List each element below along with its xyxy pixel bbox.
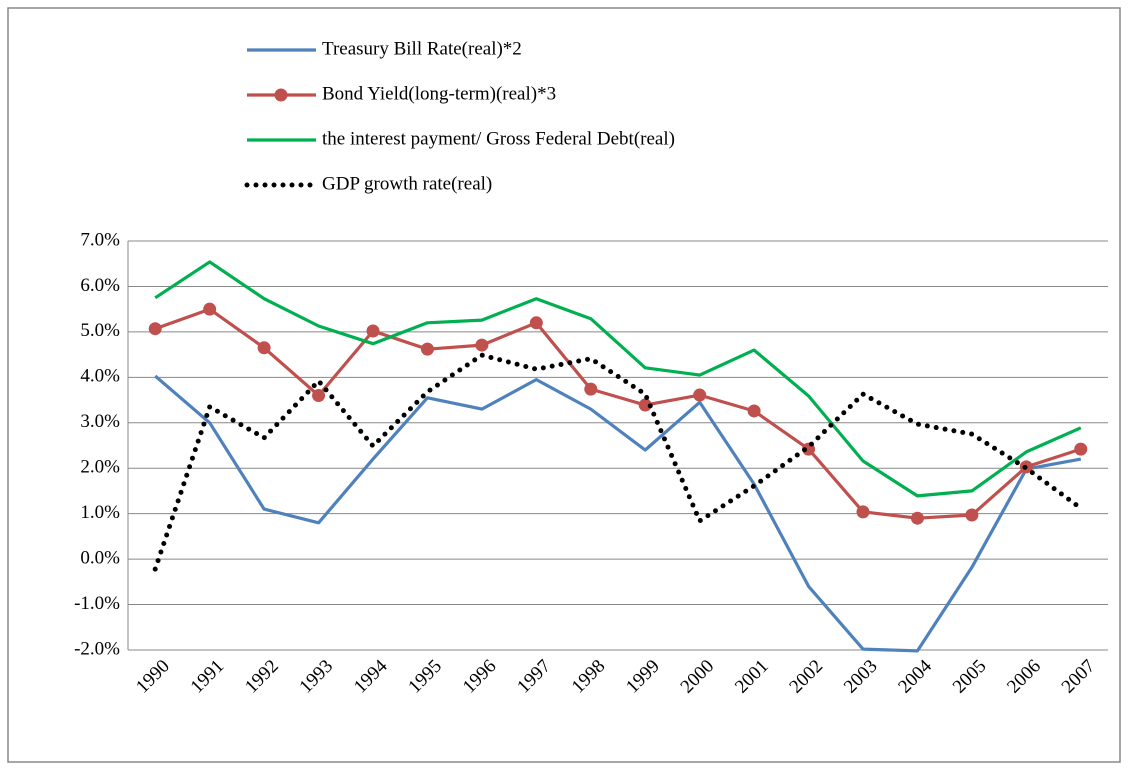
- series-line: [154, 307, 1082, 520]
- y-tick-label: 2.0%: [80, 457, 120, 478]
- point: [366, 324, 380, 338]
- legend-label: Bond Yield(long-term)(real)*3: [322, 83, 556, 104]
- point: [420, 342, 434, 356]
- legend-label: the interest payment/ Gross Federal Debt…: [322, 128, 675, 149]
- y-tick-label: 3.0%: [80, 411, 120, 432]
- y-tick-label: 0.0%: [80, 547, 120, 568]
- y-tick-label: 1.0%: [80, 502, 120, 523]
- y-tick-label: 5.0%: [80, 320, 120, 341]
- point: [747, 404, 761, 418]
- point: [693, 388, 707, 402]
- y-tick-label: 6.0%: [80, 275, 120, 296]
- point: [312, 389, 326, 403]
- point: [475, 338, 489, 352]
- point: [856, 505, 870, 519]
- point: [257, 341, 271, 355]
- point: [910, 511, 924, 525]
- series-line: [152, 352, 1084, 572]
- series-line: [154, 260, 1082, 498]
- y-tick-label: 7.0%: [80, 229, 120, 250]
- point: [584, 382, 598, 396]
- legend-label: GDP growth rate(real): [322, 173, 492, 194]
- chart-border: [7, 7, 1121, 763]
- legend-marker: [274, 88, 288, 102]
- y-tick-label: 4.0%: [80, 366, 120, 387]
- y-tick-label: -1.0%: [74, 593, 120, 614]
- point: [148, 322, 162, 336]
- point: [1074, 442, 1088, 456]
- point: [203, 302, 217, 316]
- point: [529, 316, 543, 330]
- point: [638, 398, 652, 412]
- series-line: [154, 374, 1082, 653]
- y-tick-label: -2.0%: [74, 638, 120, 659]
- legend-label: Treasury Bill Rate(real)*2: [322, 38, 522, 59]
- point: [965, 508, 979, 522]
